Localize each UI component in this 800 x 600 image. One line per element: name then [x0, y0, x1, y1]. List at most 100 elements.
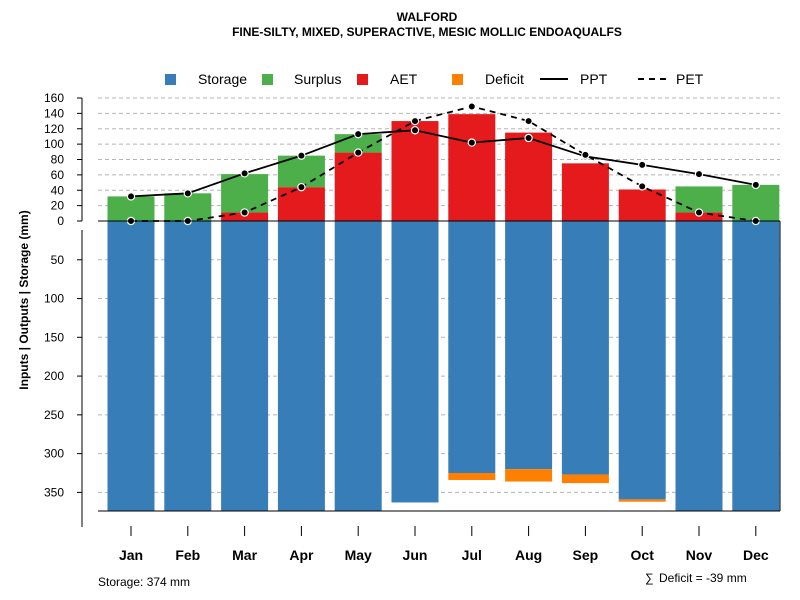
- y-tick-label-0: 0: [57, 214, 64, 228]
- storage-bar-Dec: [732, 221, 780, 511]
- y-tick-label-lower-150: 150: [44, 330, 64, 344]
- surplus-bar-Nov: [675, 186, 723, 213]
- legend-label-aet: AET: [390, 71, 418, 87]
- legend-label-surplus: Surplus: [294, 71, 341, 87]
- aet-bar-Jul: [448, 114, 496, 221]
- ppt-point-Mar: [240, 169, 249, 178]
- surplus-bar-Mar: [221, 174, 269, 213]
- storage-bar-May: [334, 221, 382, 511]
- y-tick-label-80: 80: [51, 153, 65, 167]
- axes: 0204060801001201401605010015020025030035…: [44, 91, 781, 563]
- legend-key-deficit: [452, 74, 463, 85]
- storage-bar-Oct: [618, 221, 666, 500]
- sum-symbol: ∑: [645, 571, 654, 585]
- pet-line: [131, 105, 756, 222]
- legend-key-surplus: [262, 74, 273, 85]
- aet-bar-Apr: [277, 187, 325, 221]
- legend-label-deficit: Deficit: [485, 71, 524, 87]
- y-tick-label-160: 160: [44, 91, 64, 105]
- y-tick-label-lower-350: 350: [44, 485, 64, 499]
- y-tick-label-lower-100: 100: [44, 292, 64, 306]
- storage-bar-Mar: [221, 221, 269, 511]
- deficit-total: Deficit = -39 mm: [659, 571, 747, 585]
- legend-label-ppt: PPT: [580, 71, 608, 87]
- legend-key-storage: [165, 74, 176, 85]
- aet-bar-Sep: [561, 163, 609, 221]
- storage-bar-Feb: [164, 221, 212, 511]
- storage-total: Storage: 374 mm: [98, 575, 190, 589]
- legend-label-pet: PET: [676, 71, 704, 87]
- aet-bar-Nov: [675, 212, 723, 221]
- pet-point-Jul: [467, 102, 476, 111]
- legend-label-storage: Storage: [198, 71, 247, 87]
- pet-point-Mar: [240, 208, 249, 217]
- ppt-point-Nov: [694, 169, 704, 179]
- gridlines: [98, 97, 780, 493]
- ppt-point-Jun: [410, 126, 420, 135]
- pet-point-Jun: [410, 116, 420, 126]
- x-tick-label-May: May: [345, 547, 372, 563]
- aet-bar-Aug: [505, 132, 553, 221]
- storage-bar-Aug: [505, 221, 553, 470]
- ppt-point-May: [354, 129, 363, 139]
- y-tick-label-lower-300: 300: [44, 447, 64, 461]
- y-tick-label-lower-250: 250: [44, 408, 64, 422]
- lines: [126, 102, 761, 226]
- legend-key-aet: [357, 74, 368, 85]
- aet-bar-May: [334, 152, 382, 221]
- y-tick-label-140: 140: [44, 106, 64, 120]
- chart-subtitle: FINE-SILTY, MIXED, SUPERACTIVE, MESIC MO…: [232, 25, 622, 39]
- bars: [107, 114, 780, 511]
- surplus-bar-Dec: [732, 184, 780, 221]
- y-tick-label-lower-50: 50: [51, 253, 65, 267]
- deficit-bar-Oct: [618, 499, 666, 502]
- y-tick-label-100: 100: [44, 137, 64, 151]
- ppt-line: [130, 129, 756, 198]
- aet-bar-Jun: [391, 121, 439, 221]
- pet-point-Oct: [638, 182, 647, 191]
- storage-bar-Jan: [107, 221, 155, 511]
- y-tick-label-lower-200: 200: [44, 369, 64, 383]
- pet-point-Apr: [297, 182, 306, 192]
- storage-bar-Apr: [277, 221, 325, 511]
- deficit-bar-Aug: [505, 469, 553, 482]
- x-tick-label-Jan: Jan: [119, 547, 143, 563]
- pet-point-Nov: [694, 208, 704, 217]
- aet-bar-Oct: [618, 189, 666, 221]
- ppt-point-Aug: [524, 133, 533, 143]
- x-tick-label-Feb: Feb: [175, 547, 200, 563]
- deficit-bar-Sep: [561, 474, 609, 484]
- x-tick-label-Jun: Jun: [403, 547, 428, 563]
- storage-bar-Jun: [391, 221, 439, 503]
- surplus-bar-Feb: [164, 193, 212, 221]
- ppt-point-Dec: [751, 180, 761, 190]
- x-tick-label-Sep: Sep: [573, 547, 599, 563]
- y-tick-label-60: 60: [51, 168, 65, 182]
- x-tick-label-Apr: Apr: [289, 547, 314, 563]
- pet-point-May: [354, 148, 363, 157]
- x-tick-label-Jul: Jul: [462, 547, 482, 563]
- x-tick-label-Nov: Nov: [686, 547, 713, 563]
- ppt-point-Jan: [126, 192, 136, 201]
- deficit-bar-Jul: [448, 473, 496, 480]
- storage-bar-Nov: [675, 221, 723, 511]
- chart-title: WALFORD: [397, 10, 458, 24]
- pet-point-Sep: [581, 150, 590, 160]
- x-tick-label-Mar: Mar: [232, 547, 257, 563]
- ppt-point-Feb: [183, 189, 192, 198]
- y-tick-label-40: 40: [51, 183, 65, 197]
- x-tick-label-Aug: Aug: [515, 547, 542, 563]
- x-tick-label-Dec: Dec: [743, 547, 769, 563]
- y-tick-label-20: 20: [51, 199, 65, 213]
- storage-bar-Sep: [561, 221, 609, 475]
- ppt-point-Jul: [467, 138, 476, 147]
- y-tick-label-120: 120: [44, 122, 64, 136]
- aet-bar-Mar: [221, 212, 269, 221]
- storage-bar-Jul: [448, 221, 496, 474]
- x-tick-label-Oct: Oct: [631, 547, 655, 563]
- pet-point-Aug: [524, 116, 533, 126]
- y-axis-label: Inputs | Outputs | Storage (mm): [17, 210, 31, 389]
- ppt-point-Apr: [297, 151, 306, 160]
- legend: Storage Surplus AET Deficit PPT PET: [165, 71, 704, 87]
